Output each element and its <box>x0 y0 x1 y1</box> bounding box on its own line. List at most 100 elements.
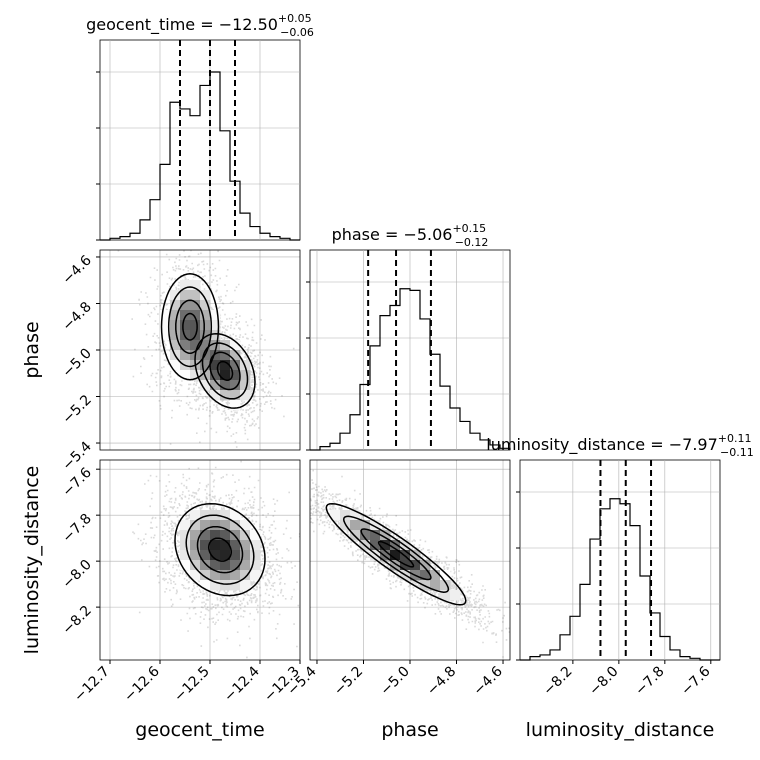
density-cell <box>210 390 221 401</box>
contour-line <box>209 351 241 391</box>
density-cell <box>230 400 241 411</box>
contour-line <box>182 312 198 341</box>
scatter-content <box>117 250 295 448</box>
density-cell <box>210 580 221 591</box>
contour-line <box>342 515 450 593</box>
density-cell <box>250 530 261 541</box>
density-cell <box>240 370 251 381</box>
density-cell <box>170 310 181 321</box>
title-plus: +0.05 <box>278 12 312 25</box>
density-cell <box>190 370 201 381</box>
x-tick-label: −12.6 <box>121 663 163 705</box>
panel-frame <box>99 459 301 661</box>
density-cell <box>440 580 451 591</box>
density-cell <box>170 330 181 341</box>
density-cell <box>220 550 231 561</box>
density-cell <box>200 520 211 531</box>
density-cell <box>420 560 431 571</box>
density-cell <box>200 560 211 571</box>
density-cell <box>210 540 221 551</box>
density-cell <box>250 560 261 571</box>
density-cell <box>410 550 421 561</box>
density-cell <box>230 360 241 371</box>
density-cell <box>230 390 241 401</box>
density-cell <box>180 520 191 531</box>
title-minus: −0.12 <box>455 236 489 249</box>
title-text: luminosity_distance = −7.97 <box>486 435 717 455</box>
density-cell <box>190 300 201 311</box>
density-cell <box>210 360 221 371</box>
density-cell <box>190 560 201 571</box>
contour-line <box>201 342 249 400</box>
contour-line <box>185 514 255 585</box>
y-tick-label: −8.0 <box>59 557 94 592</box>
density-cell <box>190 320 201 331</box>
panel-frame <box>519 459 721 661</box>
density-cell <box>220 340 231 351</box>
y-tick-label: −5.0 <box>59 346 94 381</box>
density-cell <box>430 570 441 581</box>
density-cell <box>220 530 231 541</box>
contour-line <box>377 540 415 568</box>
density-cell <box>190 540 201 551</box>
y-tick-label: −8.2 <box>59 603 94 638</box>
density-cell <box>380 550 391 561</box>
density-cell <box>230 520 241 531</box>
density-cell <box>200 330 211 341</box>
title-text: geocent_time = −12.50 <box>86 15 278 35</box>
density-cell <box>200 580 211 591</box>
histogram-geocent_time <box>100 71 300 241</box>
density-cell <box>160 330 171 341</box>
density-cell <box>350 510 361 521</box>
histogram-luminosity_distance <box>520 498 720 661</box>
density-cell <box>240 570 251 581</box>
density-cell <box>210 560 221 571</box>
x-tick-label: −12.7 <box>71 664 113 706</box>
hist-panel-phase: phase = −5.06+0.15 −0.12 <box>306 222 511 451</box>
y-tick-label: −7.8 <box>59 511 94 546</box>
title-text: phase = −5.06 <box>332 225 453 244</box>
density-cell <box>250 540 261 551</box>
density-cell <box>370 520 381 531</box>
x-tick-label: −5.2 <box>331 664 366 699</box>
density-cell <box>230 580 241 591</box>
density-cell <box>390 550 401 561</box>
density-cell <box>200 360 211 371</box>
density-cell <box>350 530 361 541</box>
density-cell <box>220 570 231 581</box>
density-cell <box>220 520 231 531</box>
density-cell <box>390 560 401 571</box>
density-cell <box>180 350 191 361</box>
density-cell <box>190 510 201 521</box>
density-cell <box>340 510 351 521</box>
density-cell <box>220 380 231 391</box>
density-cell <box>230 510 241 521</box>
density-cell <box>210 340 221 351</box>
density-cell <box>440 570 451 581</box>
density-cell <box>450 590 461 601</box>
density-cell <box>170 300 181 311</box>
panel-title-geocent_time: geocent_time = −12.50+0.05 −0.06 <box>86 12 314 39</box>
density-cell <box>420 580 431 591</box>
density-cell <box>360 530 371 541</box>
x-tick-label: −4.6 <box>470 663 505 698</box>
density-cell <box>170 360 181 371</box>
density-cell <box>190 310 201 321</box>
x-axis-label-geocent_time: geocent_time <box>135 719 264 741</box>
density-cell <box>240 580 251 591</box>
histogram-phase <box>310 288 511 451</box>
density-cell <box>190 530 201 541</box>
density-cell <box>200 550 211 561</box>
y-tick-label: −5.2 <box>59 392 94 427</box>
density-cell <box>190 570 201 581</box>
x-axis-label-phase: phase <box>381 719 438 741</box>
density-cell <box>180 320 191 331</box>
density-cell <box>200 570 211 581</box>
density-cell <box>240 550 251 561</box>
density-cell <box>180 560 191 571</box>
contour-line <box>174 502 266 597</box>
contour-line <box>325 502 467 606</box>
contour-line <box>194 332 256 409</box>
x-tick-label: −8.0 <box>586 664 621 699</box>
